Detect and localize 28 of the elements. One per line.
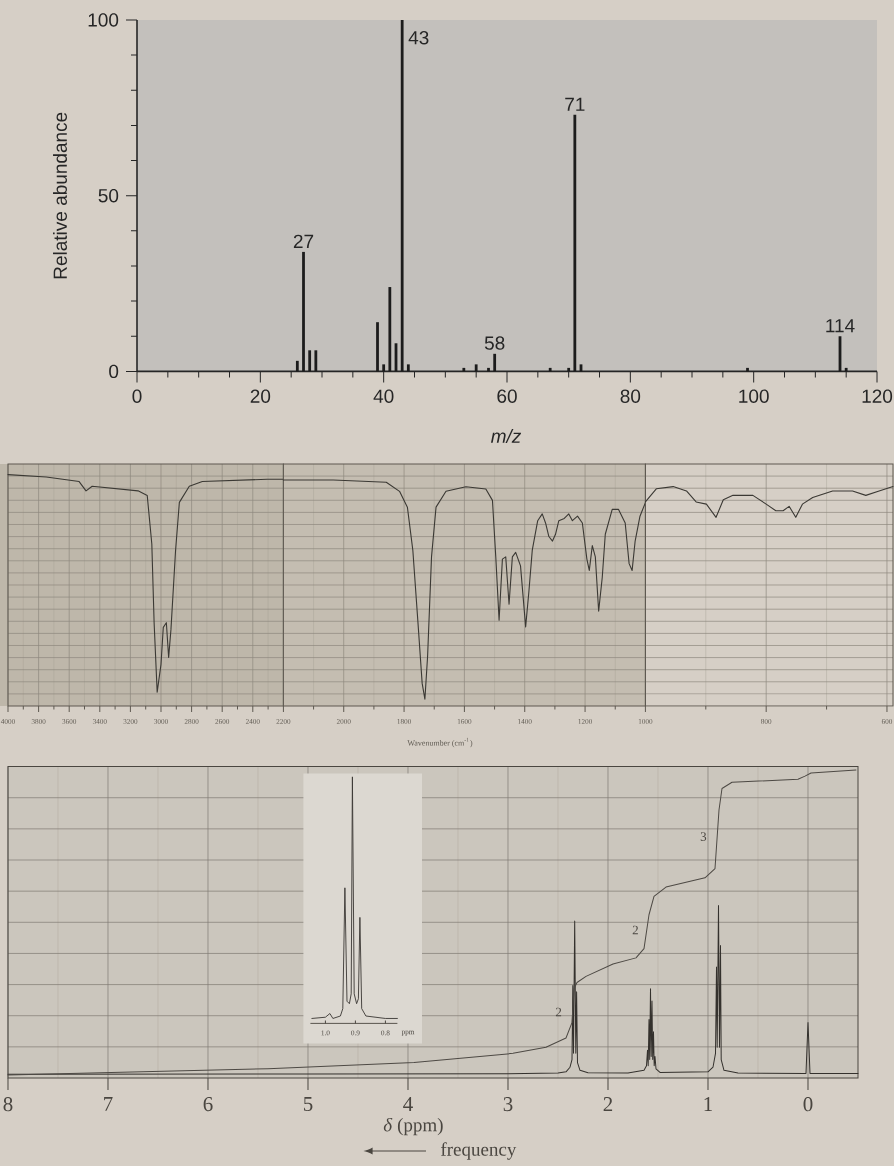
x-axis-title: δ (ppm): [383, 1117, 443, 1136]
text: frequency: [440, 1142, 517, 1160]
y-tick-label: 0: [109, 364, 119, 379]
x-tick-label: 60: [497, 389, 517, 403]
x-tick-label: 1: [704, 1097, 712, 1111]
x-tick-label: 20: [250, 389, 271, 403]
x-tick-label: 4: [403, 1097, 413, 1111]
x-tick-label: 7: [104, 1097, 113, 1111]
y-axis-title: Relative abundance: [53, 112, 67, 279]
x-axis-title: m/z: [491, 429, 522, 443]
y-tick-label: 50: [98, 188, 119, 203]
x-tick-label: 2: [603, 1097, 613, 1111]
x-tick-label: 0: [132, 389, 142, 403]
annotation: 27: [293, 234, 314, 248]
x-tick-label: 8: [3, 1097, 13, 1112]
annotation: 114: [826, 319, 855, 333]
annotation: 71: [565, 97, 585, 111]
x-tick-label: 0: [803, 1097, 813, 1112]
y-tick-label: 100: [88, 13, 119, 27]
annotation: 58: [484, 336, 505, 350]
annotation: 43: [408, 30, 429, 45]
x-tick-label: 3: [503, 1097, 513, 1112]
x-tick-label: 120: [862, 389, 893, 403]
x-tick-label: 40: [373, 389, 394, 403]
x-tick-label: 100: [739, 389, 769, 403]
x-tick-label: 6: [203, 1097, 213, 1112]
x-tick-label: 80: [620, 389, 641, 403]
x-tick-label: 5: [303, 1097, 313, 1112]
